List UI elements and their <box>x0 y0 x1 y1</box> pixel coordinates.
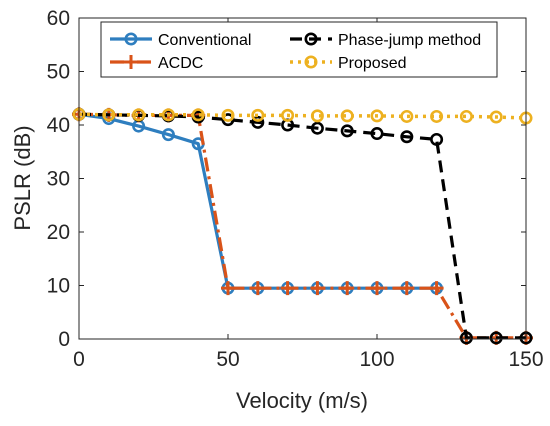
legend-marker-phase-jump-method <box>304 32 318 46</box>
data-point-proposed <box>459 109 473 123</box>
legend-label-acdc: ACDC <box>158 55 203 72</box>
series-acdc <box>72 107 533 345</box>
data-point-proposed <box>251 108 265 122</box>
y-tick-label: 40 <box>47 114 70 137</box>
data-point-acdc <box>250 281 265 296</box>
data-point-phase-jump-method <box>489 331 503 345</box>
legend-entry-proposed: Proposed <box>290 55 407 72</box>
data-point-proposed <box>191 108 205 122</box>
legend-label-phase-jump-method: Phase-jump method <box>338 32 481 49</box>
data-point-acdc <box>280 281 295 296</box>
x-tick-label: 100 <box>359 348 394 371</box>
x-axis-label: Velocity (m/s) <box>236 388 368 413</box>
y-tick-label: 10 <box>47 275 70 298</box>
legend-marker-conventional <box>124 32 138 46</box>
legend-items: Conventional ACDC Phase-jump method Propose… <box>110 32 481 72</box>
legend-entry-acdc: ACDC <box>110 55 203 72</box>
data-point-phase-jump-method <box>430 132 444 146</box>
y-tick-label: 50 <box>47 61 70 84</box>
data-point-proposed <box>340 109 354 123</box>
legend-entry-phase-jump-method: Phase-jump method <box>290 32 481 49</box>
series-layer <box>72 107 533 345</box>
series-conventional <box>72 107 444 295</box>
data-point-proposed <box>310 109 324 123</box>
data-point-phase-jump-method <box>310 121 324 135</box>
data-point-proposed <box>430 109 444 123</box>
series-line-phase-jump-method <box>78 112 526 340</box>
x-tick-label: 0 <box>73 348 85 371</box>
series-line-conventional <box>78 112 437 290</box>
series-line-acdc <box>78 112 526 340</box>
data-point-proposed <box>370 109 384 123</box>
data-point-conventional <box>161 128 175 142</box>
data-point-proposed <box>281 108 295 122</box>
series-line-proposed <box>78 112 527 120</box>
data-point-proposed <box>132 108 146 122</box>
y-axis-label: PSLR (dB) <box>10 125 35 230</box>
legend-marker-acdc <box>124 55 138 69</box>
x-tick-label: 150 <box>508 348 543 371</box>
legend: Conventional ACDC Phase-jump method Propose… <box>100 21 498 78</box>
data-point-acdc <box>399 281 414 296</box>
data-point-proposed <box>221 108 235 122</box>
ticks-layer: 0 50 100 150 0 10 20 30 40 50 60 <box>47 7 544 371</box>
data-point-acdc <box>221 281 235 296</box>
legend-label-conventional: Conventional <box>158 32 251 49</box>
data-point-proposed <box>489 110 503 124</box>
legend-label-proposed: Proposed <box>338 55 407 72</box>
data-point-proposed <box>102 108 116 122</box>
y-tick-label: 0 <box>58 328 70 351</box>
data-point-phase-jump-method <box>459 331 473 345</box>
legend-marker-proposed <box>304 55 318 69</box>
data-point-phase-jump-method <box>400 130 414 144</box>
y-tick-label: 60 <box>47 7 70 30</box>
y-tick-label: 30 <box>47 168 70 191</box>
data-point-proposed <box>400 109 414 123</box>
y-tick-label: 20 <box>47 221 70 244</box>
legend-box <box>100 21 498 78</box>
data-point-acdc <box>370 281 384 296</box>
data-point-phase-jump-method <box>221 113 235 127</box>
data-point-proposed <box>161 108 175 122</box>
data-point-acdc <box>310 281 325 296</box>
data-point-phase-jump-method <box>340 124 354 138</box>
data-point-acdc <box>340 281 355 296</box>
legend-entry-conventional: Conventional <box>110 32 251 49</box>
series-phase-jump-method <box>72 107 533 345</box>
x-tick-label: 50 <box>216 348 239 371</box>
data-point-phase-jump-method <box>370 127 384 141</box>
data-point-acdc <box>429 281 444 296</box>
